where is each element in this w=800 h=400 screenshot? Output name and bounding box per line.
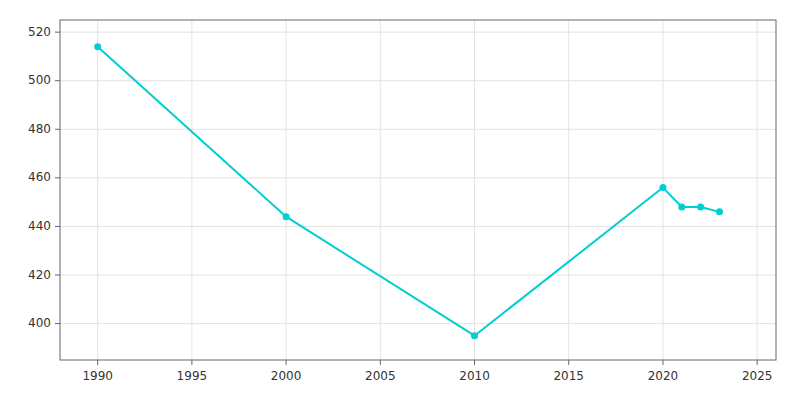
y-tick-label: 500 <box>28 73 51 87</box>
x-tick-label: 2015 <box>553 369 584 383</box>
x-tick-label: 2005 <box>365 369 396 383</box>
data-point <box>471 332 478 339</box>
x-tick <box>568 360 569 365</box>
data-point <box>716 208 723 215</box>
y-tick-label: 400 <box>28 316 51 330</box>
y-tick <box>55 275 60 276</box>
x-grid-line <box>97 20 98 360</box>
y-tick <box>55 177 60 178</box>
chart-svg: 1990 1995 2000 2005 2010 2015 2020 2025 400 420 44… <box>0 0 800 400</box>
x-grid-line <box>380 20 381 360</box>
y-tick <box>55 80 60 81</box>
x-tick <box>286 360 287 365</box>
y-tick <box>55 323 60 324</box>
x-tick-label: 1995 <box>177 369 208 383</box>
x-tick <box>662 360 663 365</box>
y-tick-label: 420 <box>28 268 51 282</box>
x-tick <box>474 360 475 365</box>
data-point <box>94 43 101 50</box>
y-tick-label: 520 <box>28 25 51 39</box>
x-tick-label: 2020 <box>648 369 679 383</box>
data-point <box>659 184 666 191</box>
x-grid-line <box>191 20 192 360</box>
y-tick-label: 460 <box>28 170 51 184</box>
population-line <box>98 47 720 336</box>
x-tick-label: 2010 <box>459 369 490 383</box>
x-grid-line <box>474 20 475 360</box>
y-tick <box>55 226 60 227</box>
x-tick-label: 2000 <box>271 369 302 383</box>
chart-container: 1990 1995 2000 2005 2010 2015 2020 2025 400 420 44… <box>0 0 800 400</box>
y-grid-line <box>60 226 776 227</box>
x-grid-line <box>286 20 287 360</box>
data-layer <box>94 43 723 339</box>
plot-background <box>60 20 776 360</box>
y-tick <box>55 32 60 33</box>
y-grid-line <box>60 275 776 276</box>
y-grid-line <box>60 80 776 81</box>
x-tick-label: 2025 <box>742 369 773 383</box>
y-grid-line <box>60 177 776 178</box>
x-tick <box>191 360 192 365</box>
y-tick-label: 440 <box>28 219 51 233</box>
y-tick-label: 480 <box>28 122 51 136</box>
y-tick <box>55 129 60 130</box>
plot-frame <box>60 20 776 360</box>
y-grid-line <box>60 323 776 324</box>
x-grid-line <box>568 20 569 360</box>
x-grid-line <box>757 20 758 360</box>
data-point <box>678 204 685 211</box>
x-tick <box>97 360 98 365</box>
x-tick-label: 1990 <box>82 369 113 383</box>
y-grid-line <box>60 129 776 130</box>
grid <box>60 20 776 360</box>
x-tick <box>380 360 381 365</box>
y-grid-line <box>60 32 776 33</box>
data-point <box>697 204 704 211</box>
data-point <box>283 213 290 220</box>
axes: 1990 1995 2000 2005 2010 2015 2020 2025 400 420 44… <box>28 20 776 383</box>
x-tick <box>757 360 758 365</box>
